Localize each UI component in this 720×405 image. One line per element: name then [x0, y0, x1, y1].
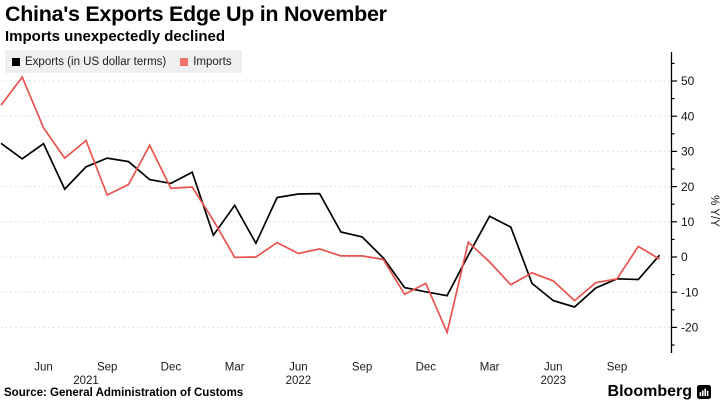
svg-text:% Y/Y: % Y/Y	[708, 195, 720, 227]
bloomberg-wordmark: Bloomberg	[607, 383, 692, 400]
imports-legend-label: Imports	[193, 55, 232, 68]
legend: Exports (in US dollar terms) Imports	[5, 50, 242, 73]
svg-text:10: 10	[681, 215, 695, 229]
svg-text:30: 30	[681, 145, 695, 159]
svg-text:-10: -10	[681, 285, 699, 299]
exports-legend-label: Exports (in US dollar terms)	[25, 55, 167, 68]
svg-text:Jun: Jun	[544, 362, 563, 374]
svg-text:50: 50	[681, 74, 695, 88]
svg-text:Jun: Jun	[289, 362, 308, 374]
svg-text:Sep: Sep	[352, 362, 372, 374]
svg-text:Sep: Sep	[607, 362, 627, 374]
source-note: Source: General Administration of Custom…	[4, 387, 244, 399]
svg-text:Dec: Dec	[416, 362, 437, 374]
svg-text:2021: 2021	[73, 375, 99, 387]
svg-text:Mar: Mar	[480, 362, 500, 374]
svg-text:Dec: Dec	[161, 362, 182, 374]
svg-text:Jun: Jun	[34, 362, 53, 374]
svg-text:Mar: Mar	[225, 362, 245, 374]
svg-text:0: 0	[681, 250, 688, 264]
exports-series-swatch-icon	[12, 57, 20, 66]
svg-text:2023: 2023	[541, 375, 567, 387]
page-title: China's Exports Edge Up in November	[5, 2, 387, 26]
chart-subtitle: Imports unexpectedly declined	[5, 28, 226, 45]
svg-text:40: 40	[681, 109, 695, 123]
svg-text:2022: 2022	[286, 375, 312, 387]
svg-text:-20: -20	[681, 321, 699, 335]
bloomberg-logo: Bloomberg	[608, 383, 711, 401]
imports-series-swatch-icon	[180, 57, 189, 66]
svg-text:Sep: Sep	[97, 362, 117, 374]
svg-text:20: 20	[681, 180, 695, 194]
bloomberg-terminal-icon	[697, 385, 711, 399]
